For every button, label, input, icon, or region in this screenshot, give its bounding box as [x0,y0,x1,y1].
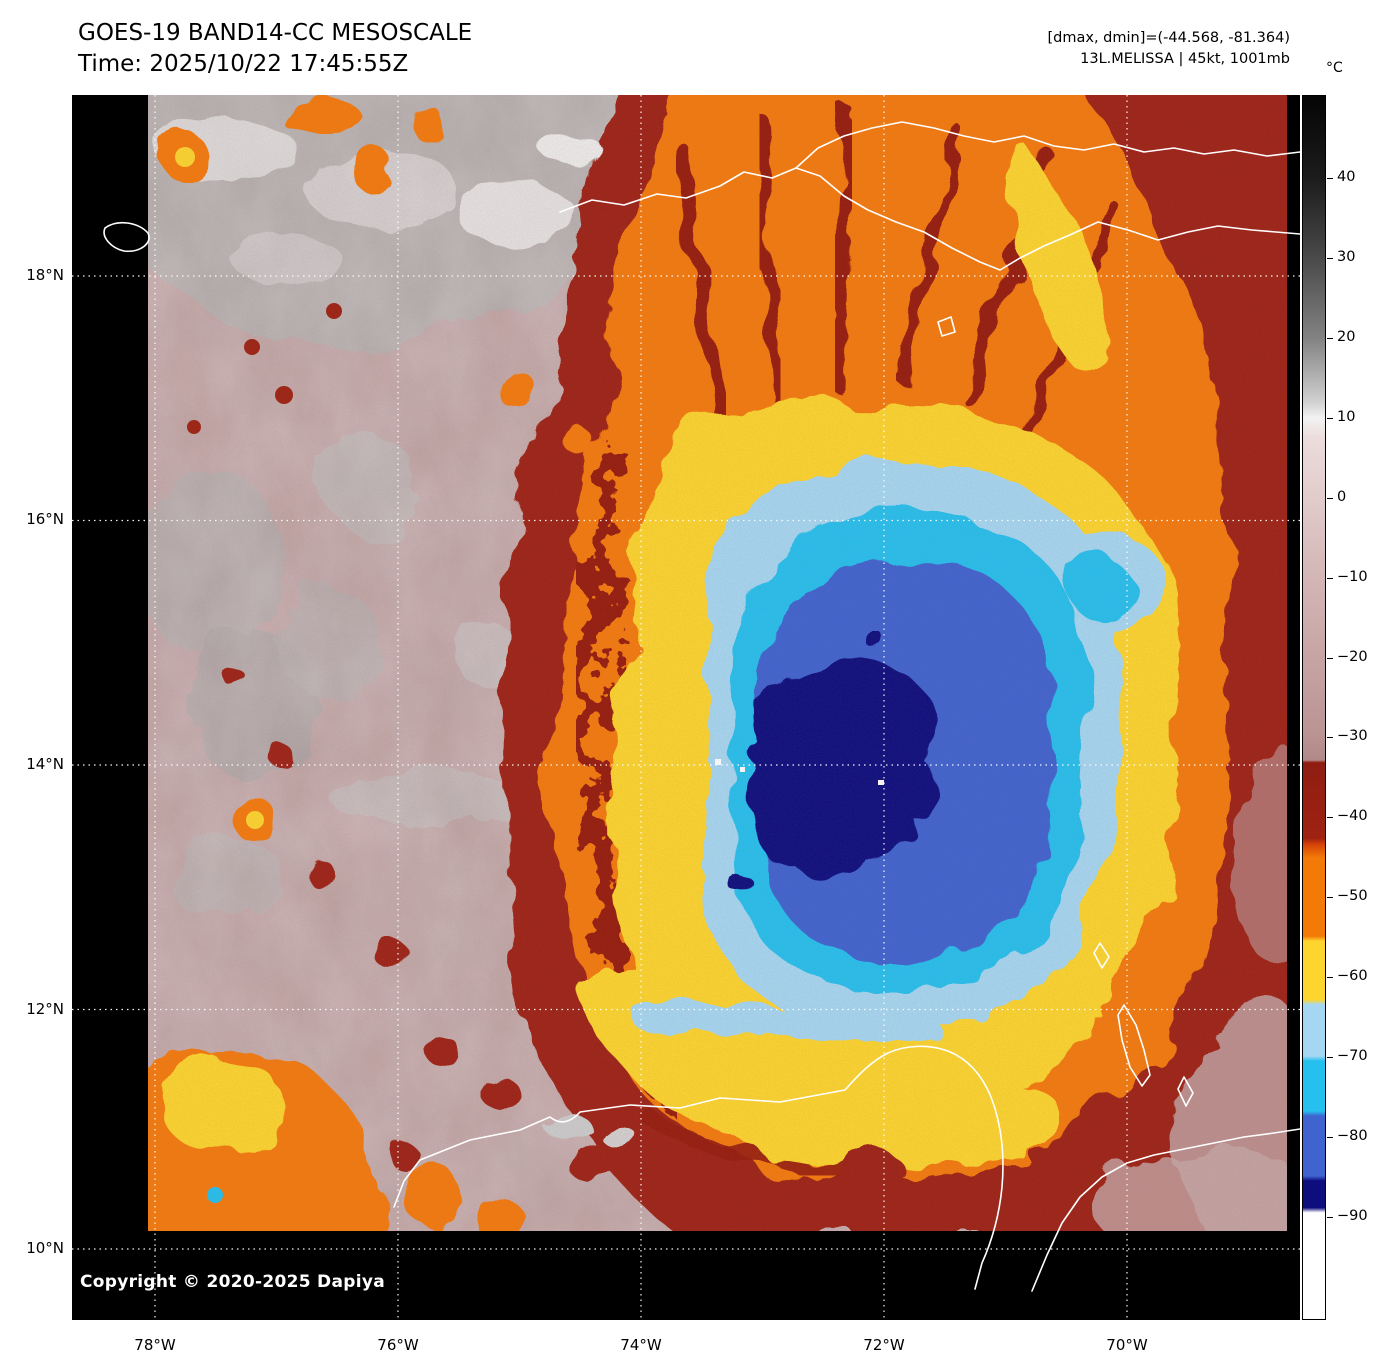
colorbar-tick-label: 20 [1326,328,1356,345]
lat-label: 14°N [26,755,64,773]
colorbar-unit-label: °C [1326,60,1343,76]
lat-label: 16°N [26,510,64,528]
lat-label: 12°N [26,1000,64,1018]
copyright-label: Copyright © 2020-2025 Dapiya [80,1272,385,1292]
storm-info-readout: 13L.MELISSA | 45kt, 1001mb [1080,51,1290,67]
colorbar-tick-label: −60 [1327,968,1368,985]
dmax-dmin-readout: [dmax, dmin]=(-44.568, -81.364) [1047,30,1291,46]
colorbar-tick-label: 40 [1326,169,1356,185]
header-right: [dmax, dmin]=(-44.568, -81.364) 13L.MELI… [1048,28,1291,70]
coastlines [103,121,1300,1292]
colorbar-gradient [1303,96,1325,1319]
colorbar-tick-label: −30 [1327,728,1368,745]
coastline-hispaniola-south [559,167,1300,271]
colorbar-tick-label: −20 [1327,648,1368,665]
page-title: GOES-19 BAND14-CC MESOSCALE [78,20,473,46]
colorbar-tick-labels: 40 30 20 10 0 −10 −20 −30 −40 −50 −60 −70 −80 −90 [1326,95,1389,1320]
lon-label: 72°W [863,1336,905,1354]
colorbar-tick-label: 0 [1326,488,1347,505]
coastline-venezuela [1031,1128,1300,1292]
map-plot-area [72,95,1300,1320]
colorbar-tick-label: −50 [1327,888,1368,905]
colorbar-tick-label: −40 [1327,808,1368,825]
colorbar-tick-label: −80 [1327,1128,1368,1145]
coastline-hispaniola-north [795,121,1300,169]
island-bonaire [1177,1076,1194,1107]
satellite-map-canvas [72,95,1300,1320]
island-beata [937,316,956,337]
timestamp-line: Time: 2025/10/22 17:45:55Z [78,51,409,77]
island-aruba [1093,942,1110,969]
lon-label: 76°W [377,1336,419,1354]
satellite-data-region [148,95,1287,1231]
colorbar [1302,95,1326,1320]
colorbar-tick-label: −10 [1327,568,1368,585]
colorbar-tick-label: 30 [1326,248,1356,265]
lat-label: 18°N [26,266,64,284]
lat-label: 10°N [26,1239,64,1257]
coastline-jamaica [103,221,150,253]
lon-label: 78°W [134,1336,176,1354]
colorbar-tick-label: −90 [1327,1207,1368,1224]
island-curacao [1117,1004,1151,1087]
lon-label: 70°W [1106,1336,1148,1354]
lon-label: 74°W [620,1336,662,1354]
colorbar-tick-label: −70 [1327,1048,1368,1065]
coastline-colombia-guajira [393,1045,1004,1290]
graticule [72,95,1300,1320]
colorbar-tick-label: 10 [1326,408,1356,425]
